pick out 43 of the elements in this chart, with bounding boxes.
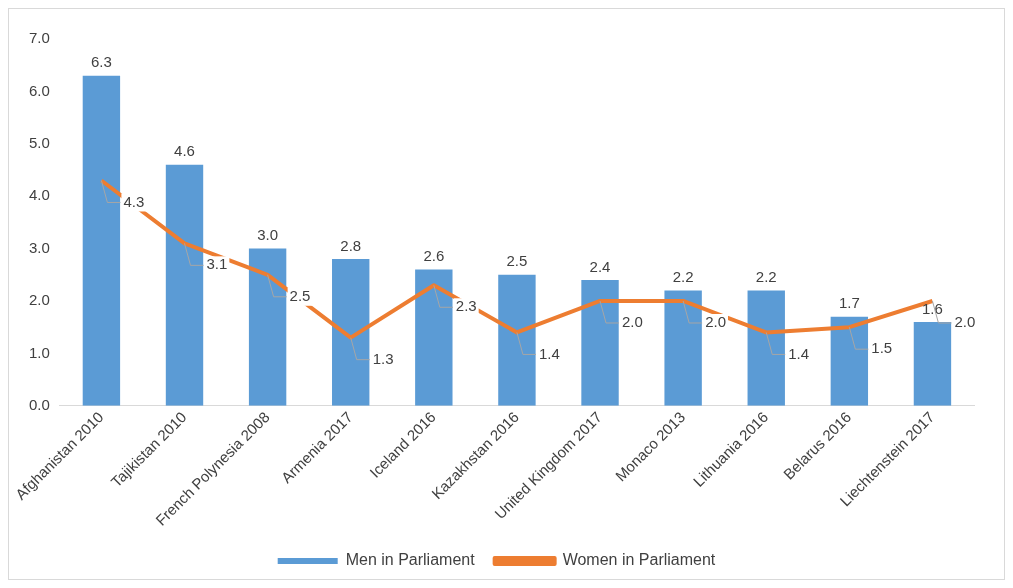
- bar: [332, 259, 370, 406]
- data-label: 2.4: [589, 257, 611, 275]
- y-tick-label: 4.0: [28, 186, 50, 204]
- data-label: 1.7: [838, 294, 860, 312]
- bar: [498, 274, 536, 406]
- y-tick-label: 3.0: [28, 238, 50, 256]
- data-label: 2.3: [455, 297, 477, 315]
- data-label: 1.5: [871, 339, 893, 357]
- data-label: 3.1: [206, 255, 228, 273]
- data-label: 2.5: [506, 252, 528, 270]
- y-tick-label: 5.0: [28, 133, 50, 151]
- data-label: 2.5: [289, 286, 311, 304]
- data-label: 2.2: [672, 268, 694, 286]
- bar: [248, 248, 287, 406]
- y-tick-label: 1.0: [28, 343, 50, 361]
- y-tick-label: 7.0: [28, 29, 50, 47]
- data-label: 4.6: [174, 142, 195, 160]
- bar: [913, 321, 952, 406]
- data-label: 2.2: [755, 268, 777, 286]
- y-tick-label: 2.0: [28, 291, 50, 309]
- bar: [82, 75, 121, 406]
- y-tick-label: 6.0: [28, 81, 50, 99]
- bar: [165, 164, 204, 406]
- data-label: 4.3: [123, 192, 145, 210]
- data-label: 2.0: [705, 313, 726, 331]
- legend-label: Men in Parliament: [345, 551, 476, 569]
- legend-label: Women in Parliament: [562, 551, 716, 569]
- y-tick-label: 0.0: [28, 395, 50, 413]
- bar: [830, 316, 869, 406]
- bar: [415, 269, 453, 406]
- bar: [581, 280, 619, 406]
- data-label: 1.3: [372, 349, 394, 367]
- data-label: 2.0: [954, 313, 976, 331]
- data-label: 2.8: [340, 236, 362, 254]
- data-label: 6.3: [90, 53, 112, 71]
- data-label: 3.0: [257, 226, 279, 244]
- bar: [747, 290, 785, 406]
- data-label: 2.0: [622, 313, 643, 331]
- data-label: 2.6: [423, 247, 445, 265]
- bar: [664, 290, 702, 406]
- data-label: 1.4: [538, 344, 560, 362]
- data-label: 1.4: [788, 344, 810, 362]
- data-label: 1.6: [922, 299, 943, 317]
